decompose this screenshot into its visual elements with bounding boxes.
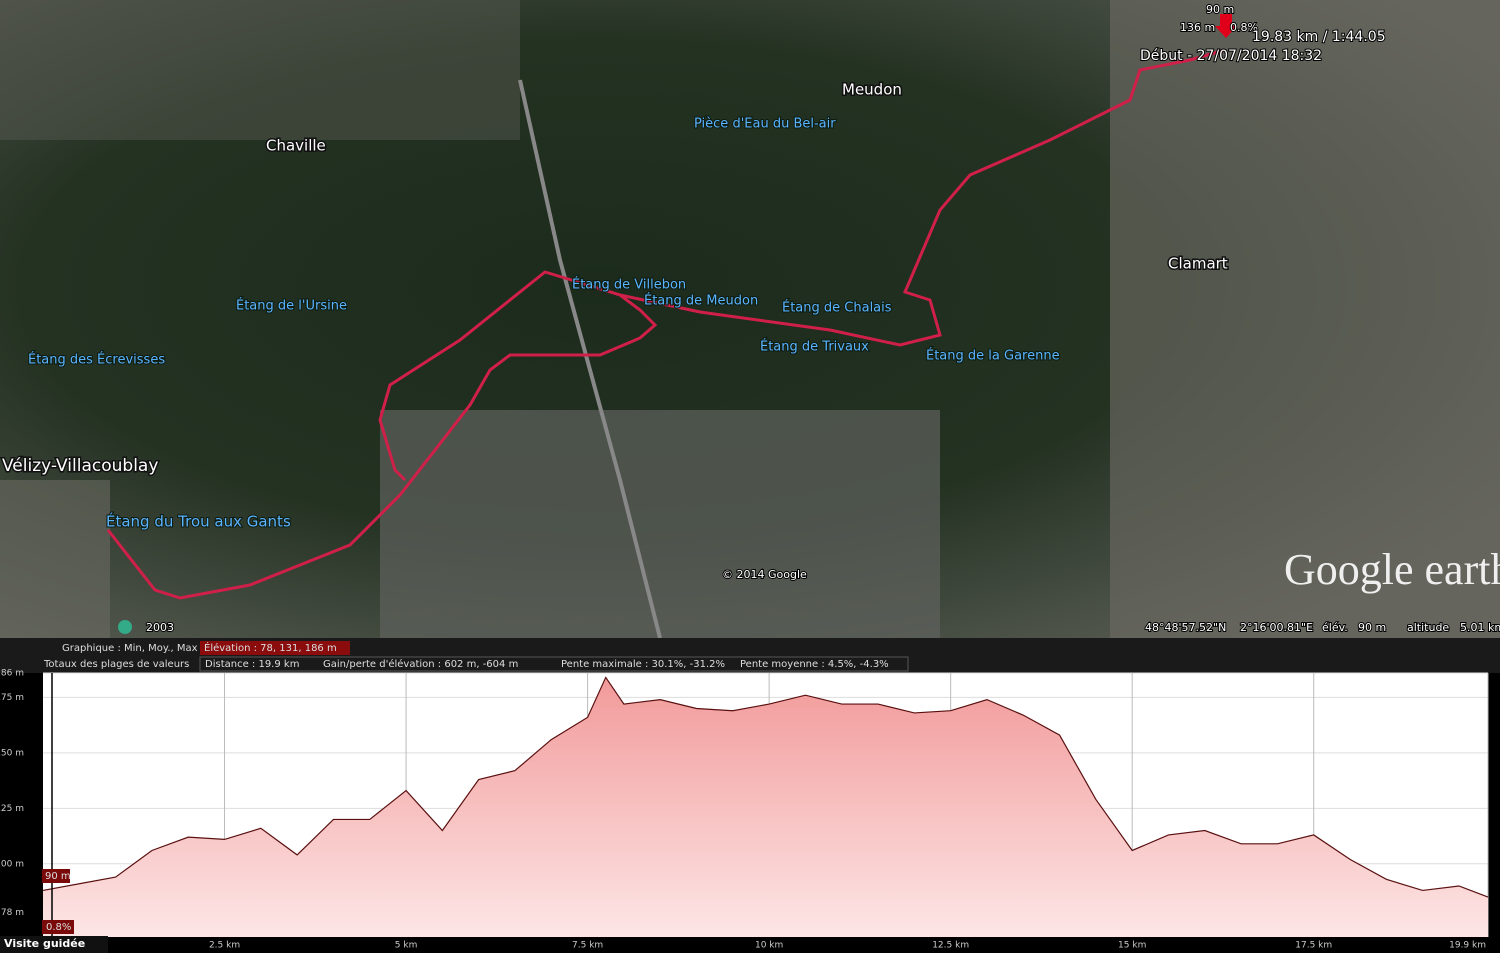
cursor-elevation-box (42, 869, 70, 883)
status-lat: 48°48'57.52"N (1145, 621, 1226, 634)
info-bar: Graphique : Min, Moy., Max Élévation : 7… (0, 638, 1500, 673)
totals-label: Totaux des plages de valeurs (43, 659, 189, 670)
imagery-year: 2003 (146, 621, 174, 634)
marker-elevation-high: 136 m (1180, 21, 1215, 34)
lake-label: Étang du Trou aux Gants (106, 512, 291, 531)
avg-slope: Pente moyenne : 4.5%, -4.3% (740, 659, 889, 670)
y-tick-label: 175 m (0, 693, 24, 703)
status-elev: 90 m (1358, 621, 1386, 634)
urban-area (0, 480, 110, 638)
status-lon: 2°16'00.81"E (1240, 621, 1313, 634)
x-tick-label: 12.5 km (932, 941, 969, 951)
map-view[interactable]: Chaville Meudon Clamart Vélizy-Villacoub… (0, 0, 1500, 639)
x-tick-label: 7.5 km (572, 941, 603, 951)
status-elev-label: élév. (1322, 621, 1348, 634)
elevation-tab-label[interactable]: Élévation : 78, 131, 186 m (204, 641, 337, 654)
lake-label: Étang de Villebon (572, 277, 686, 293)
start-marker[interactable] (1215, 14, 1237, 38)
urban-area (0, 0, 520, 140)
track (619, 48, 1226, 347)
logo: Google earth (1284, 545, 1500, 594)
y-tick-label: 186 m (0, 669, 24, 679)
x-tick-label: 2.5 km (209, 941, 240, 951)
y-tick-label: 150 m (0, 748, 24, 758)
lake-label: Étang de l'Ursine (236, 298, 347, 314)
place-label: Chaville (266, 137, 326, 155)
y-tick-label: 78 m (1, 908, 24, 918)
marker-elevation: 90 m (1206, 3, 1234, 16)
cursor-slope: 0.8% (46, 922, 71, 933)
y-tick-label: 125 m (0, 804, 24, 814)
x-tick-label: 15 km (1118, 941, 1146, 951)
x-tick-label: 10 km (755, 941, 783, 951)
marker-slope: 0.8% (1230, 21, 1258, 34)
tour-button[interactable] (0, 936, 108, 953)
elevation-line (42, 676, 1489, 898)
place-label: Clamart (1168, 255, 1228, 273)
x-tick-label: 5 km (395, 941, 418, 951)
max-slope: Pente maximale : 30.1%, -31.2% (561, 659, 725, 670)
lake-label: Étang de Trivaux (760, 339, 869, 355)
status-alt: 5.01 km (1460, 621, 1500, 634)
history-icon[interactable] (118, 620, 132, 634)
x-tick-label: 17.5 km (1295, 941, 1332, 951)
lake-label: Étang de Chalais (782, 300, 892, 316)
cursor-slope-box (42, 920, 74, 934)
cursor-elevation: 90 m (45, 871, 71, 882)
totals-box (199, 656, 909, 672)
y-tick-label: 100 m (0, 859, 24, 869)
lake-label: Pièce d'Eau du Bel-air (694, 117, 836, 132)
graph-label: Graphique : Min, Moy., Max (62, 643, 198, 654)
lake-label: Étang de la Garenne (926, 348, 1060, 364)
elevation-profile: 186 m 175 m 150 m 125 m 100 m 78 m 2.5 km 5 km 7… (0, 669, 1489, 951)
railway (518, 79, 662, 639)
elevation-tab[interactable] (200, 641, 350, 655)
distance: Distance : 19.9 km (205, 659, 299, 670)
tour-button-label[interactable]: Visite guidée (4, 937, 85, 950)
status-alt-label: altitude (1407, 621, 1449, 634)
gain-loss: Gain/perte d'élévation : 602 m, -604 m (323, 658, 518, 670)
lake-label: Étang de Meudon (644, 293, 758, 309)
urban-area (380, 410, 940, 638)
place-label: Vélizy-Villacoublay (2, 456, 158, 476)
profile-overlay: 90 m 0.8% Visite guidée (0, 869, 108, 953)
urban-area (1110, 0, 1500, 638)
x-tick-label: 19.9 km (1449, 941, 1486, 951)
track (106, 270, 658, 600)
copyright: © 2014 Google (722, 568, 807, 581)
elevation-area (43, 677, 1488, 937)
marker-distance-time: 19.83 km / 1:44.05 (1252, 29, 1386, 45)
marker-start: Début - 27/07/2014 18:32 (1140, 48, 1322, 64)
place-label: Meudon (842, 81, 902, 99)
lake-label: Étang des Écrevisses (28, 352, 165, 368)
